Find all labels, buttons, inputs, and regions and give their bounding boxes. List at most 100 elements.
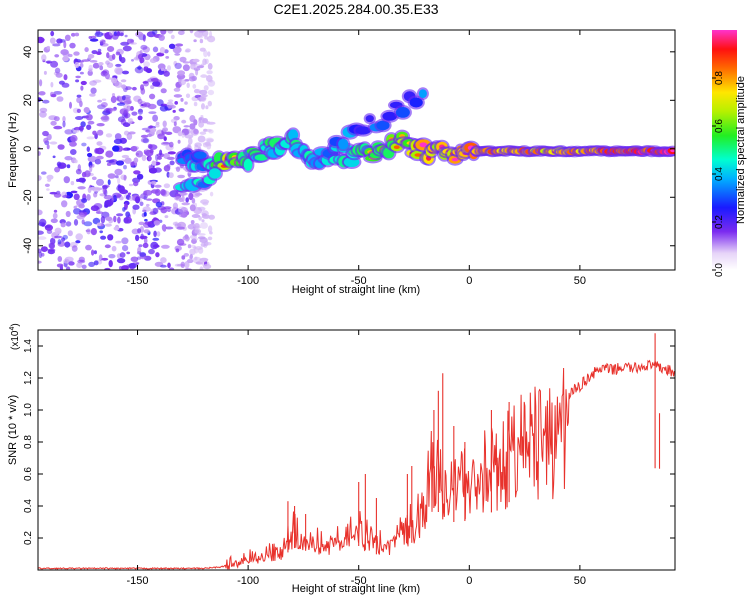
noise-speck — [50, 30, 55, 37]
noise-speck — [38, 209, 43, 216]
noise-speck — [41, 171, 47, 175]
noise-speck — [50, 120, 57, 126]
noise-speck — [167, 99, 174, 103]
noise-speck — [189, 204, 196, 212]
noise-speck — [69, 241, 78, 248]
noise-speck — [162, 142, 171, 145]
noise-speck — [56, 96, 64, 102]
noise-speck — [107, 234, 114, 241]
noise-speck — [68, 261, 75, 266]
noise-speck — [83, 221, 93, 227]
snr-series — [38, 333, 675, 570]
noise-speck — [44, 183, 50, 187]
noise-speck — [104, 244, 111, 249]
noise-speck — [181, 195, 185, 203]
colorbar-gradient — [712, 30, 737, 270]
noise-speck — [137, 98, 143, 104]
noise-speck — [39, 111, 47, 118]
noise-speck — [182, 61, 190, 64]
noise-speck — [147, 143, 153, 149]
noise-speck — [61, 82, 70, 88]
y-tick-label: 1.0 — [23, 403, 34, 417]
noise-speck — [174, 263, 181, 267]
noise-speck — [111, 245, 117, 252]
noise-speck — [191, 197, 196, 204]
noise-speck — [208, 214, 215, 220]
noise-speck — [112, 75, 118, 79]
noise-speck — [119, 32, 124, 37]
noise-speck — [209, 191, 214, 197]
noise-speck — [152, 46, 159, 53]
noise-speck — [52, 212, 58, 219]
noise-speck — [64, 129, 73, 135]
noise-speck — [62, 56, 69, 62]
noise-speck — [144, 221, 153, 225]
noise-speck — [57, 256, 63, 262]
noise-speck — [153, 230, 157, 237]
noise-speck — [188, 192, 194, 201]
noise-speck — [189, 253, 193, 260]
noise-speck — [163, 206, 172, 210]
noise-speck — [168, 105, 176, 109]
noise-speck — [207, 51, 211, 57]
noise-speck — [73, 219, 79, 226]
snr-scale-prefix: (x10 — [10, 330, 21, 350]
noise-speck — [175, 166, 181, 172]
noise-speck — [137, 108, 143, 115]
noise-speck — [41, 252, 45, 257]
noise-speck — [123, 174, 127, 181]
noise-speck — [193, 128, 199, 135]
noise-speck — [120, 79, 127, 83]
noise-speck — [106, 162, 112, 166]
noise-speck — [84, 47, 89, 53]
noise-speck — [49, 242, 55, 250]
noise-speck — [191, 238, 197, 244]
noise-speck — [155, 252, 160, 258]
snr-scale-label: (x104) — [9, 323, 21, 350]
noise-speck — [177, 30, 185, 36]
noise-speck — [155, 154, 159, 162]
noise-speck — [96, 155, 104, 160]
noise-speck — [95, 147, 105, 155]
signal-trace-blob — [254, 154, 269, 161]
noise-speck — [62, 120, 66, 128]
noise-speck — [139, 201, 144, 207]
noise-speck — [116, 258, 126, 264]
noise-speck — [115, 175, 119, 179]
noise-speck — [85, 244, 92, 251]
noise-speck — [76, 214, 85, 220]
noise-speck — [165, 131, 173, 135]
noise-speck — [160, 264, 167, 268]
noise-speck — [184, 50, 190, 53]
x-tick-label: 50 — [574, 275, 586, 287]
noise-speck — [142, 138, 150, 144]
noise-speck — [121, 237, 129, 245]
noise-speck — [139, 256, 147, 260]
noise-speck — [79, 71, 84, 75]
noise-speck — [142, 209, 147, 213]
noise-speck — [207, 79, 216, 87]
snr-scale-suffix: ) — [10, 323, 21, 326]
noise-speck — [145, 68, 152, 74]
noise-speck — [105, 133, 113, 138]
noise-speck — [62, 116, 66, 123]
noise-speck — [195, 193, 203, 196]
snr-x-label: Height of straight line (km) — [292, 583, 420, 595]
noise-speck — [80, 85, 84, 91]
upper-branch-blob — [376, 120, 390, 131]
noise-speck — [111, 197, 115, 202]
noise-speck — [189, 30, 194, 34]
noise-speck — [96, 129, 104, 136]
noise-speck — [75, 79, 80, 83]
upper-branch-blob — [382, 111, 398, 121]
signal-trace-core — [451, 157, 459, 162]
noise-speck — [197, 233, 206, 236]
y-tick-label: 1.4 — [23, 339, 34, 353]
noise-speck — [122, 45, 132, 52]
noise-speck — [209, 79, 213, 83]
signal-trace-core — [419, 142, 428, 148]
noise-speck — [62, 194, 70, 198]
noise-speck — [184, 234, 189, 239]
noise-speck — [38, 230, 44, 235]
noise-speck — [117, 177, 121, 185]
